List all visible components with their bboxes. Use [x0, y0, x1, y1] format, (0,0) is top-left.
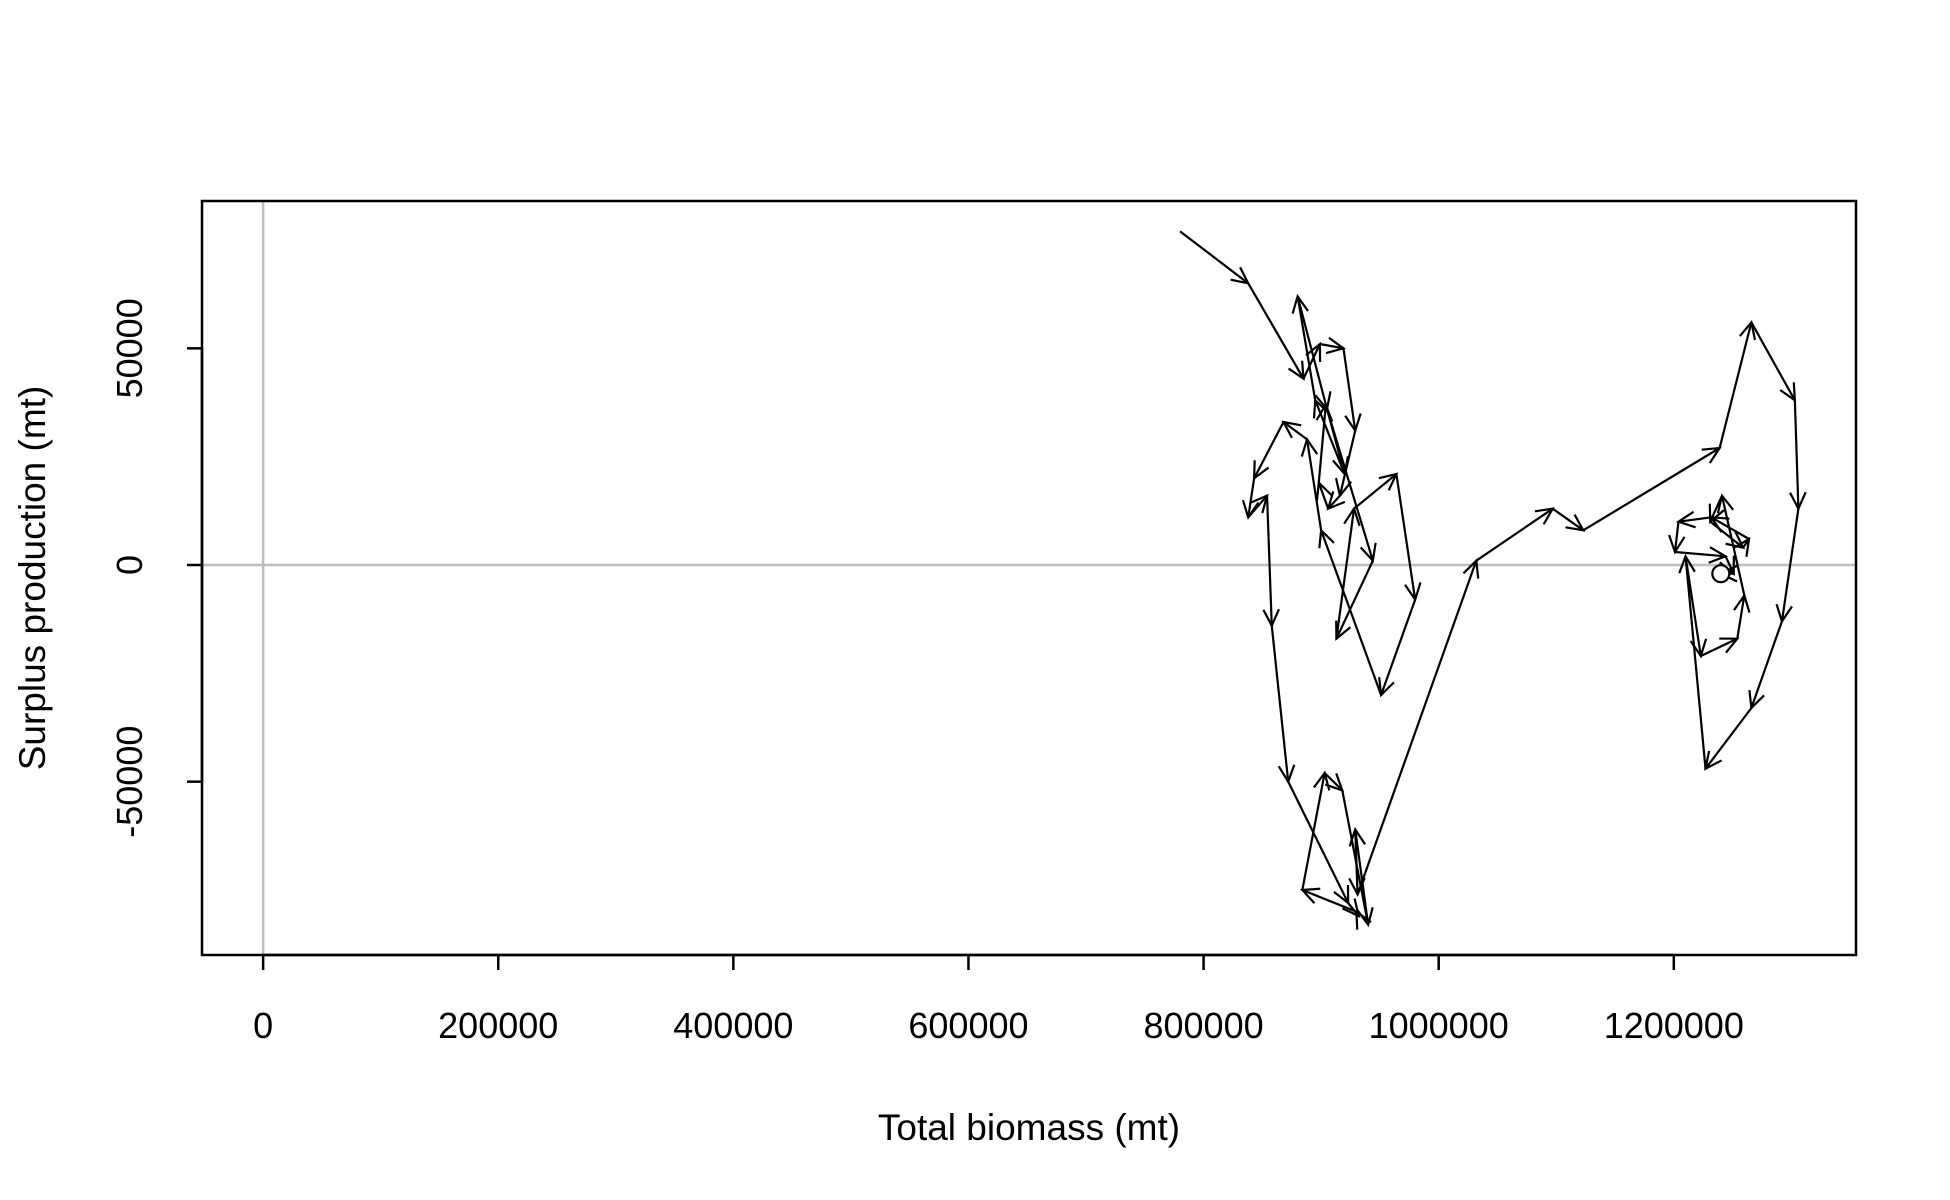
y-tick-label: 50000 — [109, 298, 150, 398]
trajectory-segment — [1325, 408, 1377, 564]
y-axis-title: Surplus production (mt) — [12, 386, 53, 771]
y-axis: -50000 0 50000 — [109, 298, 204, 838]
trajectory-segment — [1319, 336, 1346, 355]
trajectory-segment — [1353, 472, 1399, 510]
x-tick-label: 1000000 — [1369, 1005, 1509, 1046]
trajectory-segment — [1342, 348, 1362, 434]
x-tick-label: 200000 — [438, 1005, 558, 1046]
trajectory-segment — [1335, 506, 1361, 639]
trajectory-segment — [1678, 553, 1707, 769]
trajectory-segment — [1262, 495, 1280, 629]
trajectory-segment — [1341, 790, 1374, 928]
trajectory-arrowhead — [1287, 360, 1305, 381]
trajectory-segment — [1704, 707, 1753, 771]
trajectory-segment — [1789, 400, 1807, 512]
x-axis-title: Total biomass (mt) — [878, 1107, 1180, 1148]
x-tick-label: 800000 — [1143, 1005, 1263, 1046]
trajectory-segment — [1750, 321, 1797, 403]
x-tick-label: 400000 — [673, 1005, 793, 1046]
trajectory-segment — [1748, 620, 1783, 711]
x-axis: 0 200000 400000 600000 800000 1000000 1200000 — [253, 953, 1744, 1046]
trajectory-segment — [1674, 546, 1729, 564]
trajectory-segment — [1252, 421, 1285, 481]
plot-frame — [200, 199, 1858, 957]
trajectory-segment — [1552, 507, 1586, 532]
trajectory-segment — [1301, 770, 1331, 891]
trajectory-segment — [1675, 510, 1712, 529]
trajectory-segment — [1684, 556, 1708, 659]
trajectory-segment — [1179, 230, 1251, 285]
final-year-marker — [1711, 564, 1731, 584]
x-tick-label: 600000 — [908, 1005, 1028, 1046]
x-tick-label: 0 — [253, 1005, 273, 1046]
trajectory-segment — [1241, 478, 1260, 520]
trajectory-segment — [1247, 282, 1305, 381]
y-tick-label: -50000 — [109, 726, 150, 838]
trajectory-segment — [1270, 625, 1296, 785]
trajectory-segment — [1378, 599, 1417, 698]
x-tick-label: 1200000 — [1604, 1005, 1744, 1046]
trajectory-segment — [1718, 319, 1757, 449]
trajectory-segment — [1287, 781, 1350, 906]
reference-lines — [202, 201, 1856, 955]
y-tick-label: 0 — [109, 555, 150, 575]
trajectory-segment — [1395, 473, 1422, 603]
trajectory-segment — [1668, 521, 1686, 555]
trajectory-arrowhead — [1701, 446, 1722, 464]
trajectory-segment — [1733, 592, 1751, 639]
trajectory-series — [1179, 230, 1807, 930]
trajectory-segment — [1281, 420, 1308, 441]
trajectory-segment — [1356, 558, 1480, 895]
trajectory-segment — [1475, 507, 1555, 562]
